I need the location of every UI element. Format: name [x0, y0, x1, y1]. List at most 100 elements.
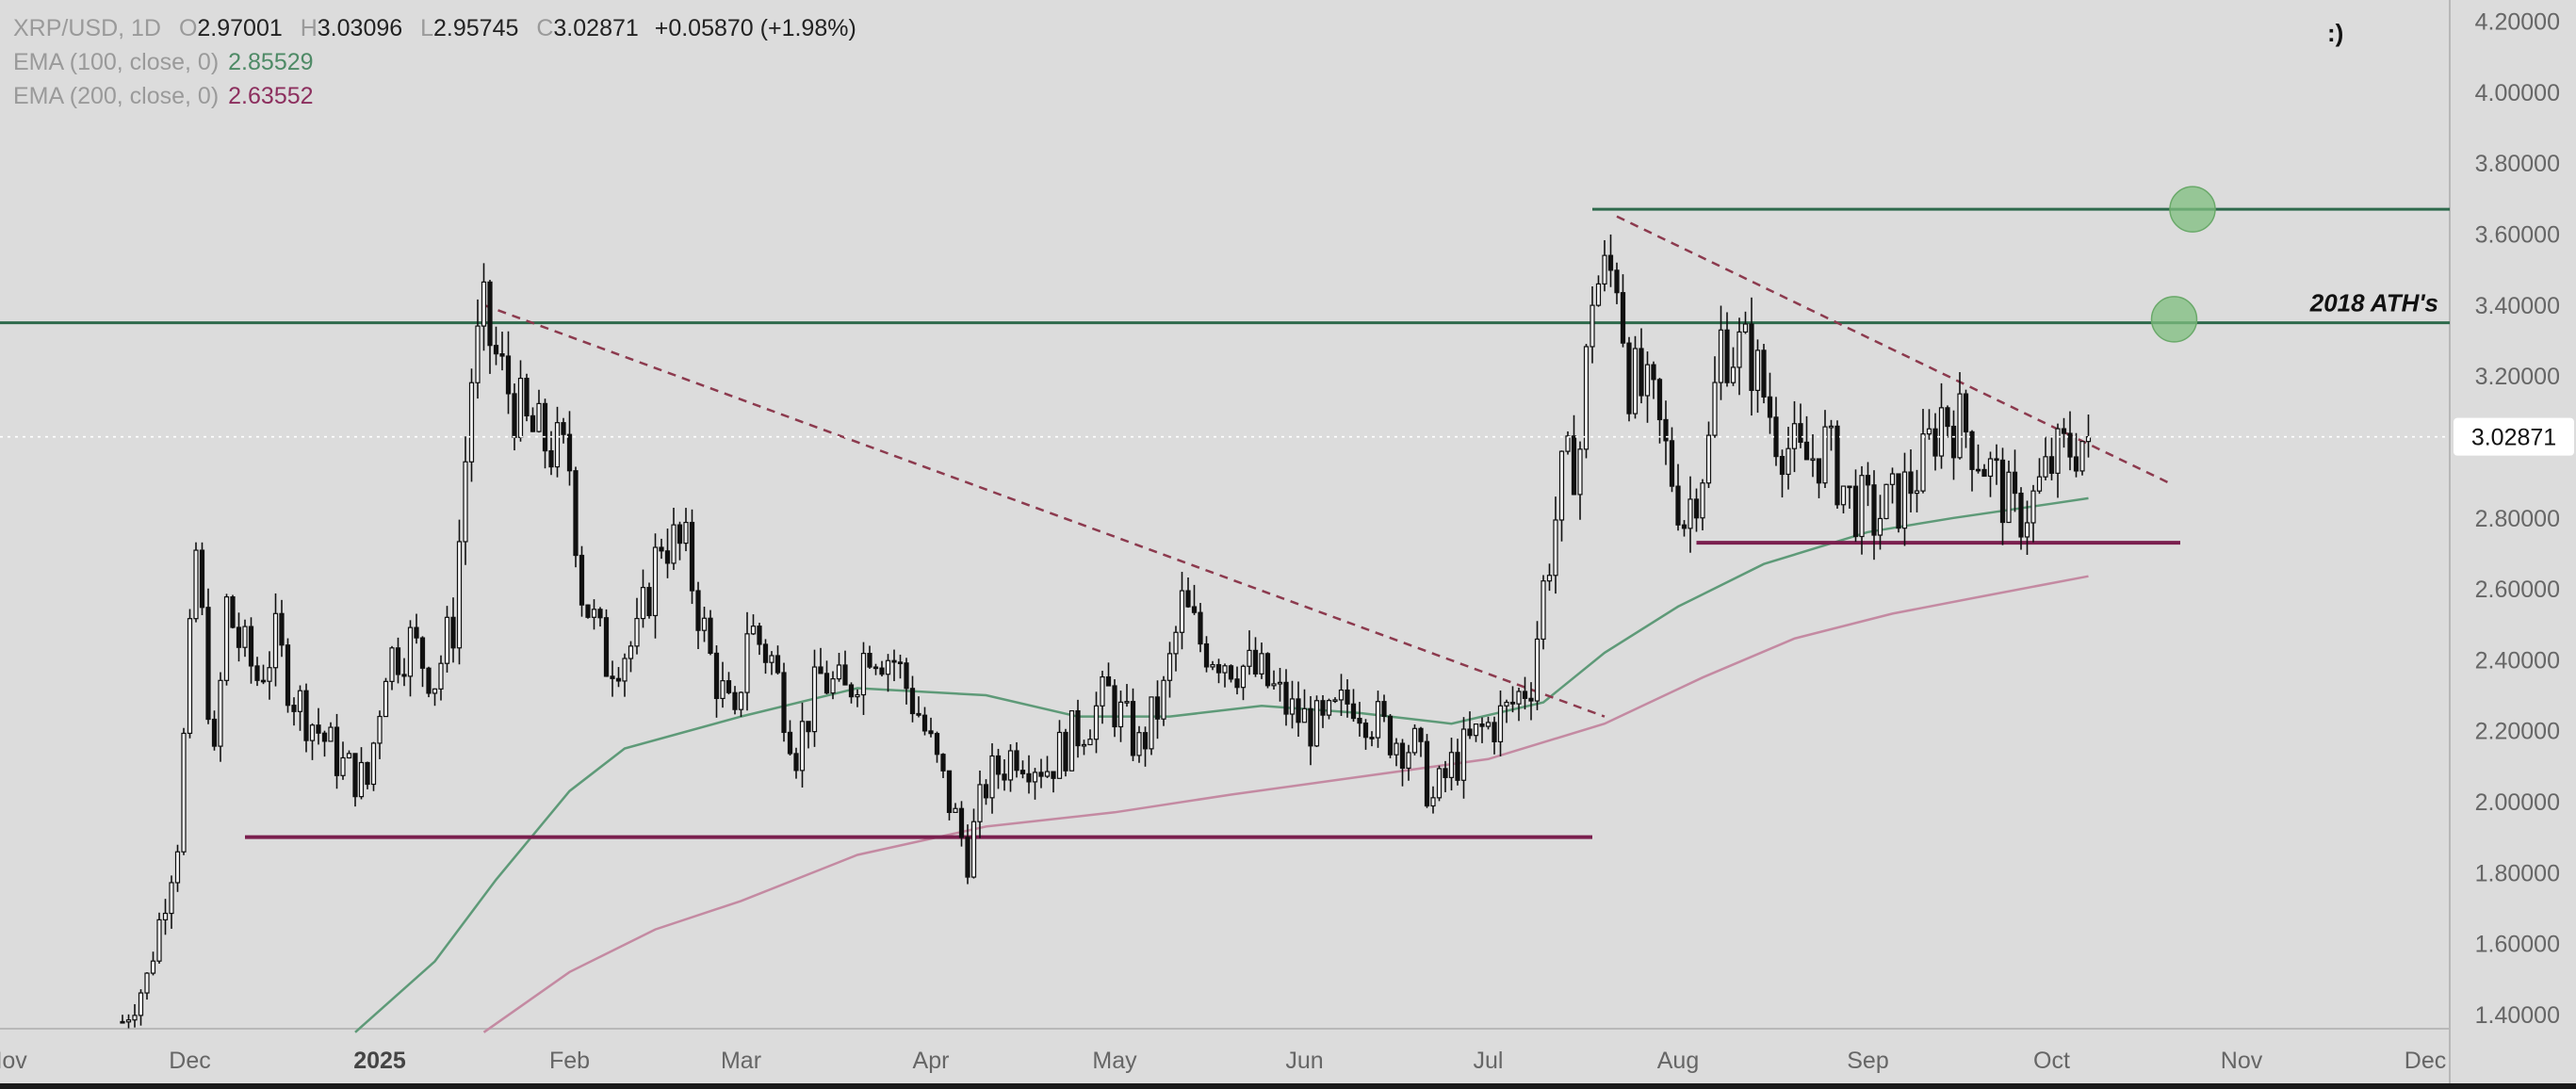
candle-up — [1394, 742, 1399, 756]
candle-down — [426, 667, 432, 694]
candle-up — [591, 609, 597, 618]
candle-down — [120, 1020, 125, 1024]
candle-up — [377, 715, 383, 744]
x-tick-label: Aug — [1657, 1048, 1699, 1074]
candle-down — [2061, 428, 2067, 434]
candle-down — [762, 643, 769, 663]
candle-down — [1626, 342, 1632, 414]
candle-up — [125, 1019, 132, 1023]
candle-up — [1056, 731, 1063, 779]
change-value: +0.05870 (+1.98%) — [654, 15, 856, 41]
level-label: 2018 ATH's — [2309, 289, 2438, 317]
candle-up — [144, 972, 150, 994]
candle-down — [995, 755, 1002, 775]
candle-up — [830, 678, 836, 694]
candle-down — [726, 680, 732, 693]
candle-down — [1002, 773, 1007, 781]
candle-down — [1896, 473, 1901, 529]
candle-up — [1100, 675, 1105, 707]
candle-up — [174, 851, 181, 884]
candle-down — [1981, 468, 1987, 478]
ema200-value: 2.63552 — [228, 83, 314, 109]
candle-up — [1277, 681, 1283, 685]
candle-down — [946, 770, 953, 814]
candle-up — [622, 658, 628, 682]
candle-down — [708, 617, 713, 655]
target-circle — [2150, 296, 2198, 343]
candle-up — [1595, 283, 1602, 306]
y-tick-label: 1.60000 — [2475, 932, 2560, 958]
candle-up — [463, 461, 468, 543]
candle-up — [383, 680, 389, 718]
y-tick-label: 3.40000 — [2475, 293, 2560, 319]
candle-up — [1247, 649, 1252, 667]
candle-up — [1840, 485, 1847, 506]
candle-down — [530, 414, 536, 432]
ema100-label: EMA (100, close, 0) — [13, 49, 220, 75]
candle-up — [193, 549, 199, 620]
candle-down — [1779, 455, 1785, 476]
y-tick-label: 3.80000 — [2475, 151, 2560, 177]
candle-down — [1871, 484, 1877, 536]
y-tick-label: 2.80000 — [2475, 506, 2560, 532]
candle-up — [2079, 441, 2085, 472]
candle-down — [401, 674, 407, 677]
candle-up — [1222, 665, 1228, 674]
candle-up — [1179, 590, 1185, 633]
candle-up — [652, 546, 659, 617]
candle-up — [1828, 425, 1834, 429]
candle-down — [1663, 418, 1669, 442]
candle-up — [738, 691, 744, 710]
candle-down — [1387, 715, 1394, 756]
candle-down — [965, 837, 970, 878]
candle-down — [487, 281, 493, 347]
candle-up — [1859, 475, 1865, 538]
candle-down — [695, 590, 701, 631]
candle-down — [1656, 379, 1663, 421]
candle-down — [848, 684, 855, 698]
candle-down — [1999, 459, 2006, 524]
candle-down — [1571, 435, 1577, 496]
candle-down — [1932, 428, 1938, 457]
candle-down — [1014, 750, 1019, 772]
candle-down — [610, 675, 615, 679]
candle-up — [1271, 683, 1277, 687]
candle-up — [1553, 519, 1558, 577]
candle-up — [1149, 696, 1154, 750]
candle-up — [297, 690, 303, 712]
candle-up — [2036, 476, 2043, 492]
candle-down — [1191, 606, 1198, 613]
candle-up — [1687, 498, 1693, 529]
candle-down — [524, 377, 530, 417]
y-tick-label: 4.20000 — [2475, 9, 2560, 36]
candle-up — [750, 626, 757, 635]
candle-down — [1492, 722, 1497, 742]
candle-down — [1865, 475, 1871, 486]
candle-up — [1901, 471, 1908, 529]
candle-up — [1093, 705, 1100, 740]
candle-up — [444, 616, 450, 664]
candle-down — [1651, 364, 1656, 381]
candle-down — [958, 807, 965, 838]
candle-up — [1375, 701, 1381, 739]
y-tick-label: 4.00000 — [2475, 80, 2560, 106]
candle-down — [1105, 675, 1112, 687]
candle-up — [1032, 772, 1038, 783]
candle-down — [2067, 432, 2073, 458]
price-levels: 2018 ATH's — [0, 207, 2450, 839]
candle-down — [579, 554, 585, 606]
candle-up — [671, 524, 677, 564]
candle-down — [414, 626, 419, 639]
last-price: 3.02871 — [0, 417, 2574, 456]
candle-up — [1632, 348, 1639, 414]
candle-down — [279, 612, 285, 646]
candle-up — [744, 633, 750, 693]
candle-down — [211, 718, 218, 747]
candle-down — [897, 661, 904, 665]
candle-up — [328, 726, 334, 742]
candle-up — [1877, 517, 1883, 536]
candle-down — [1749, 323, 1754, 391]
ema200-row: EMA (200, close, 0) 2.63552 — [13, 79, 856, 113]
